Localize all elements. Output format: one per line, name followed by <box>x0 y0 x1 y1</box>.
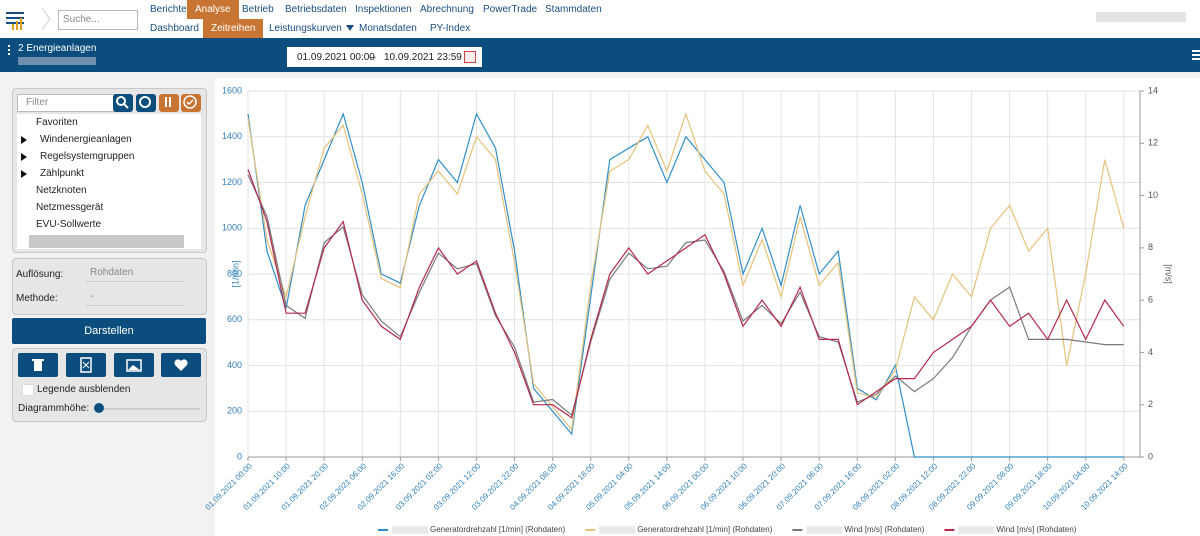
dots <box>8 45 10 47</box>
search-icon <box>112 93 132 111</box>
resolution-label: Auflösung: <box>16 269 64 280</box>
menu-item[interactable]: PowerTrade <box>483 4 538 15</box>
date-range[interactable]: 01.09.2021 00:00 – 10.09.2021 23:59 <box>287 47 482 67</box>
tree-item[interactable]: EVU-Sollwerte <box>36 219 102 230</box>
options-panel: Auflösung: Rohdaten Methode: - <box>12 258 207 315</box>
y-tick-label: 200 <box>227 406 242 416</box>
legend-blur <box>599 526 636 534</box>
dropdown-caret <box>345 25 354 31</box>
y-tick-label: 1400 <box>222 131 242 141</box>
y-tick-label: 0 <box>237 451 242 461</box>
submenu-item[interactable]: PY-Index <box>430 23 471 34</box>
y2-tick-label: 14 <box>1148 85 1158 95</box>
toolbar-title: 2 Energieanlagen <box>18 43 97 54</box>
y-tick-label: 400 <box>227 360 242 370</box>
y-tick-label: 1200 <box>222 177 242 187</box>
height-label: Diagrammhöhe: <box>18 403 90 414</box>
tree-item[interactable]: Regelsystemgruppen <box>40 151 135 162</box>
legend-label: Generatordrehzahl [1/min] (Rohdaten) <box>430 525 566 534</box>
y2-axis-title: [m/s] <box>1164 264 1174 284</box>
expand-arrow <box>21 153 27 161</box>
sort-icon <box>158 93 178 111</box>
date-sep: – <box>370 52 376 63</box>
slider-knob[interactable] <box>94 403 104 413</box>
tree-item[interactable]: Netzmessgerät <box>36 202 104 213</box>
submenu-item[interactable]: Dashboard <box>150 23 199 34</box>
expand-arrow <box>21 136 27 144</box>
logo <box>6 12 24 30</box>
y2-tick-label: 2 <box>1148 399 1153 409</box>
y2-tick-label: 10 <box>1148 190 1158 200</box>
expand-arrow <box>21 170 27 178</box>
method-label: Methode: <box>16 293 58 304</box>
series-line <box>247 169 1125 419</box>
calendar-icon[interactable] <box>464 51 476 63</box>
submenu-item[interactable]: Monatsdaten <box>359 23 417 34</box>
render-button[interactable]: Darstellen <box>12 318 206 344</box>
chart-bg <box>215 78 1200 536</box>
submenu-item[interactable]: Zeitreihen <box>203 19 264 38</box>
top-nav: Suche... Berichte Analyse Betrieb Betriebsd… <box>0 0 1200 38</box>
user-blur <box>1096 12 1186 22</box>
tree: Favoriten Windenergieanlagen Regelsystemgr… <box>17 114 201 249</box>
method-select[interactable]: - <box>86 289 185 306</box>
tree-item[interactable]: Favoriten <box>36 117 78 128</box>
series-line <box>247 111 1125 432</box>
menu-item[interactable]: Analyse <box>187 0 239 19</box>
menu-item[interactable]: Abrechnung <box>420 4 474 15</box>
checkbox[interactable] <box>22 384 34 396</box>
legend-label: Wind [m/s] (Rohdaten) <box>844 525 924 534</box>
y-tick-label: 800 <box>227 268 242 278</box>
toolbar: 2 Energieanlagen 01.09.2021 00:00 – 10.0… <box>0 38 1200 72</box>
legend-blur <box>806 526 843 534</box>
tree-item[interactable]: Netzknoten <box>36 185 87 196</box>
filter[interactable]: Filter <box>17 94 119 112</box>
series-line <box>247 112 1124 458</box>
search[interactable]: Suche... <box>58 10 138 30</box>
y2-tick-label: 0 <box>1148 451 1153 461</box>
menu-icon[interactable] <box>1192 50 1200 52</box>
y2-tick-label: 8 <box>1148 242 1153 252</box>
y2-tick-label: 6 <box>1148 295 1153 305</box>
legend-blur <box>958 526 995 534</box>
date-to: 10.09.2021 23:59 <box>384 52 462 63</box>
y-tick-label: 1000 <box>222 223 242 233</box>
menu-item[interactable]: Inspektionen <box>355 4 412 15</box>
export-icon <box>171 356 191 374</box>
menu-item[interactable]: Betriebsdaten <box>285 4 347 15</box>
y2-tick-label: 4 <box>1148 347 1153 357</box>
legend-blur <box>392 526 428 534</box>
tree-item[interactable]: Zählpunkt <box>40 168 84 179</box>
scrollbar <box>29 235 184 248</box>
image-btn[interactable] <box>114 353 154 377</box>
export-icon <box>76 356 96 374</box>
submenu-item[interactable]: Leistungskurven <box>261 19 362 38</box>
y-axis-title: [1/min] <box>230 260 240 287</box>
export-icon <box>124 356 144 374</box>
export-icon <box>28 356 48 374</box>
menu-item[interactable]: Betrieb <box>242 4 274 15</box>
menu-item[interactable]: Stammdaten <box>545 4 602 15</box>
y-tick-label: 600 <box>227 314 242 324</box>
y-tick-label: 1600 <box>222 85 242 95</box>
tree-item[interactable]: Windenergieanlagen <box>40 134 132 145</box>
legend-label: Wind [m/s] (Rohdaten) <box>996 525 1076 534</box>
blur <box>18 57 96 65</box>
date-from: 01.09.2021 00:00 <box>297 52 375 63</box>
resolution-select[interactable]: Rohdaten <box>86 265 185 282</box>
check-icon <box>180 93 200 111</box>
slider[interactable] <box>96 408 200 410</box>
menu-item[interactable]: Berichte <box>150 4 187 15</box>
legend-label: Generatordrehzahl [1/min] (Rohdaten) <box>637 525 773 534</box>
y2-tick-label: 12 <box>1148 138 1158 148</box>
refresh-icon <box>135 93 155 111</box>
legend-toggle: Legende ausblenden <box>37 384 131 395</box>
chevron <box>41 7 51 31</box>
